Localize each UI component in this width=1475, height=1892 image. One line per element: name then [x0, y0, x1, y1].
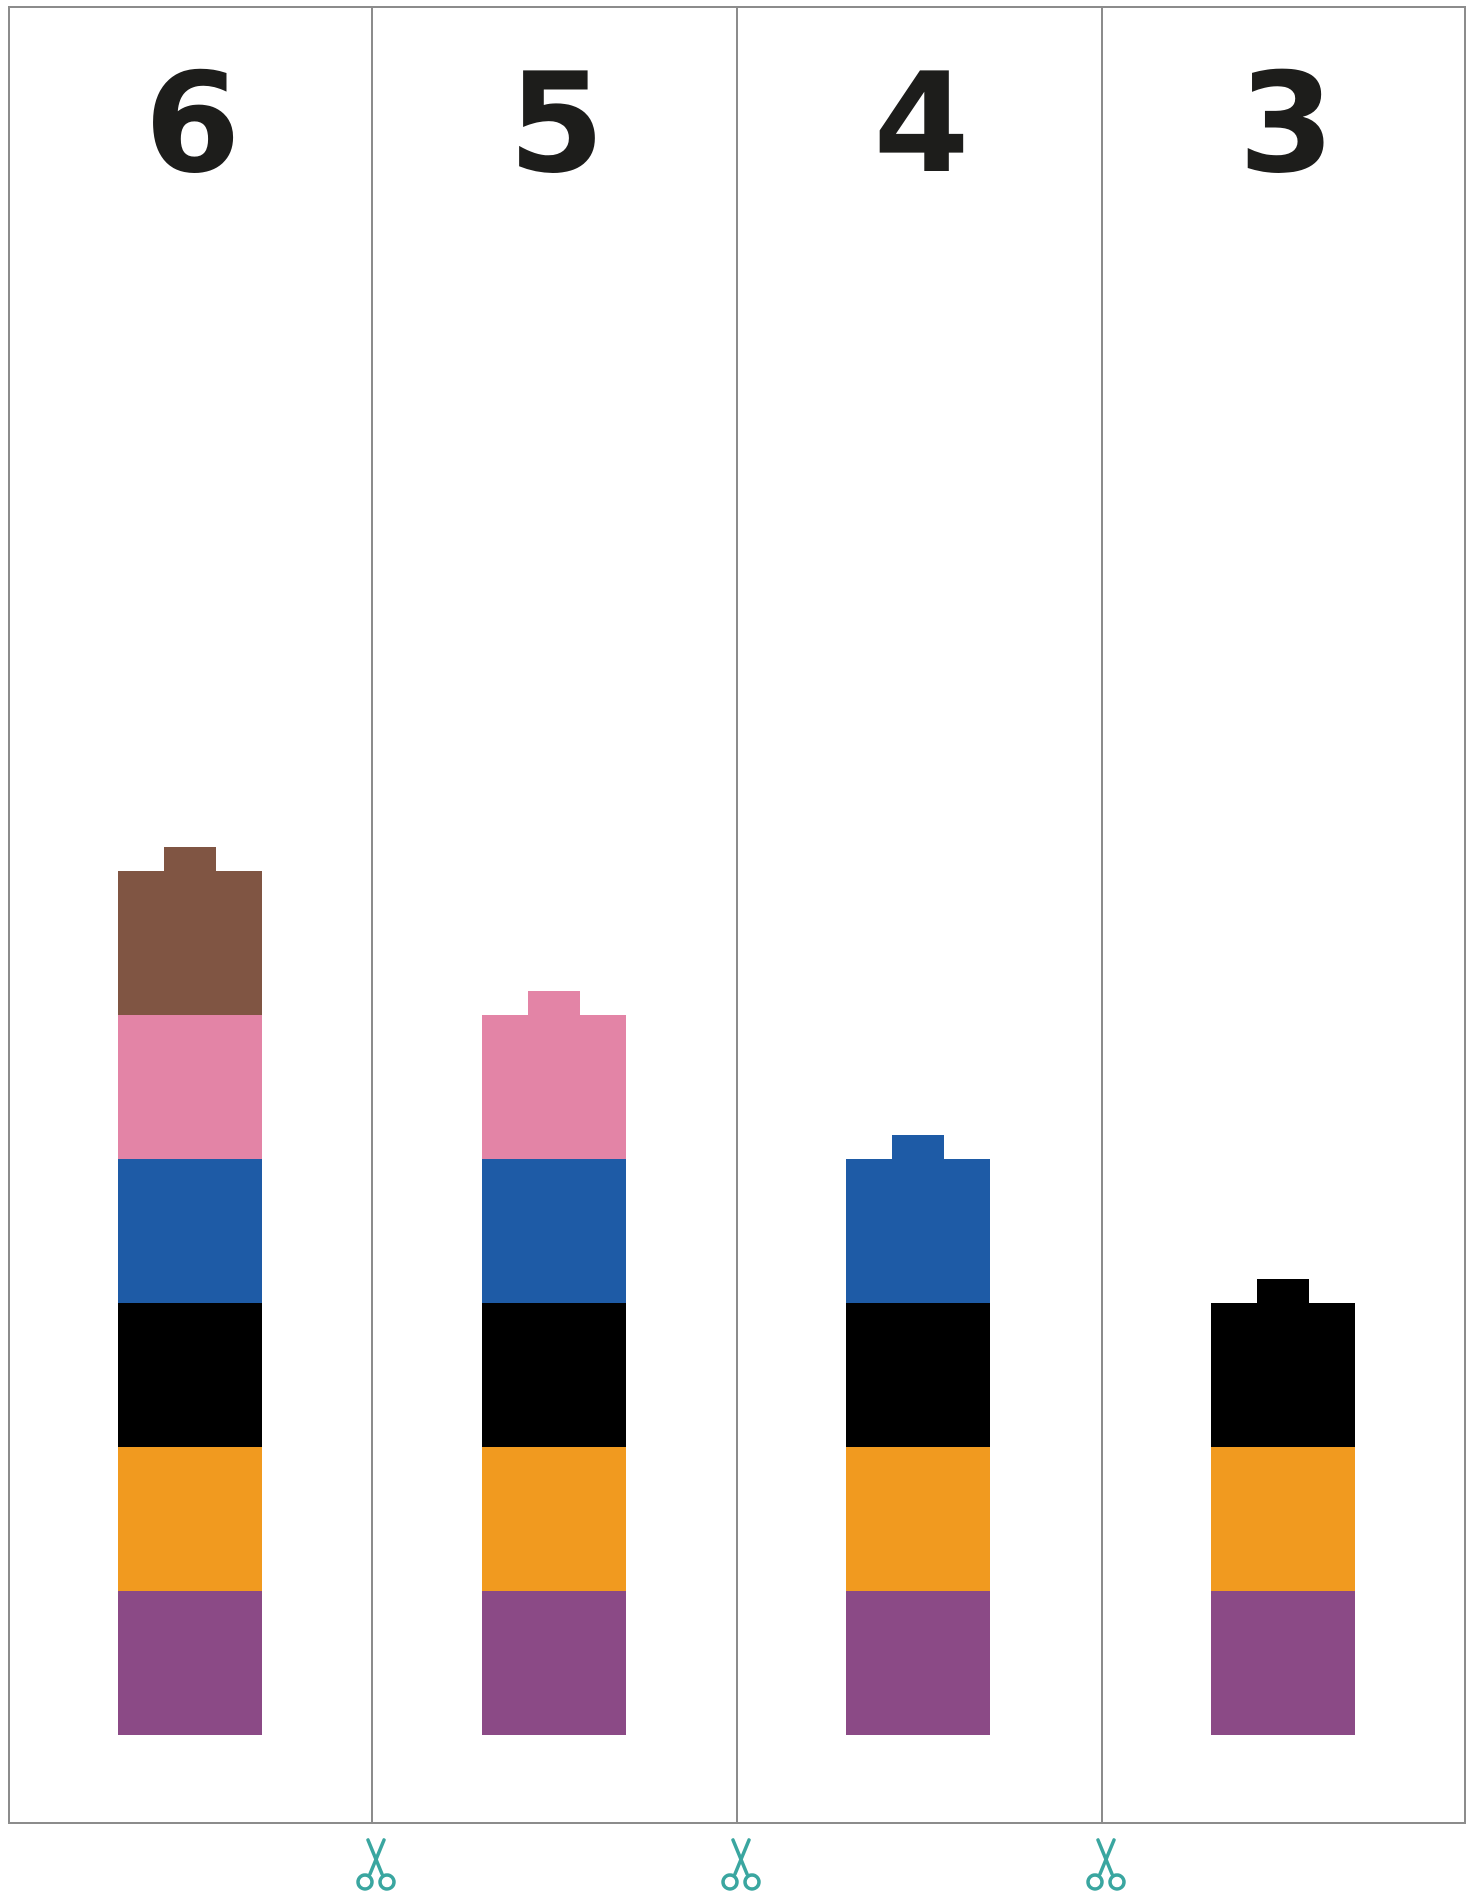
- scissors-icon: [356, 1838, 396, 1891]
- cut-line: [1101, 6, 1103, 1824]
- cube-stud: [892, 1135, 944, 1160]
- scissors-icon: [721, 1838, 761, 1891]
- cube-stud: [164, 847, 216, 872]
- cube-block: [846, 1591, 990, 1735]
- strip-4: 3: [1104, 6, 1469, 1824]
- cube-block: [482, 1303, 626, 1447]
- cube-block: [118, 1447, 262, 1591]
- cube-stud: [1257, 1279, 1309, 1304]
- cube-block: [1211, 1591, 1355, 1735]
- scissors-icon: [1086, 1838, 1126, 1891]
- cube-block: [118, 1303, 262, 1447]
- cube-block: [118, 1159, 262, 1303]
- cube-block: [118, 871, 262, 1015]
- strip-number: 4: [873, 43, 970, 204]
- cube-block: [482, 1159, 626, 1303]
- cube-block: [118, 1591, 262, 1735]
- cube-block: [846, 1303, 990, 1447]
- strip-3: 4: [739, 6, 1104, 1824]
- cube-block: [846, 1159, 990, 1303]
- cube-block: [846, 1447, 990, 1591]
- strip-number: 6: [144, 43, 241, 204]
- cube-stud: [528, 991, 580, 1016]
- strip-number: 3: [1238, 43, 1335, 204]
- cube-block: [1211, 1303, 1355, 1447]
- cube-block: [118, 1015, 262, 1159]
- cube-block: [482, 1591, 626, 1735]
- cube-block: [482, 1015, 626, 1159]
- cube-block: [1211, 1447, 1355, 1591]
- strip-1: 6: [10, 6, 375, 1824]
- strip-2: 5: [374, 6, 739, 1824]
- strip-number: 5: [508, 43, 605, 204]
- cut-line: [736, 6, 738, 1824]
- cut-line: [371, 6, 373, 1824]
- cube-block: [482, 1447, 626, 1591]
